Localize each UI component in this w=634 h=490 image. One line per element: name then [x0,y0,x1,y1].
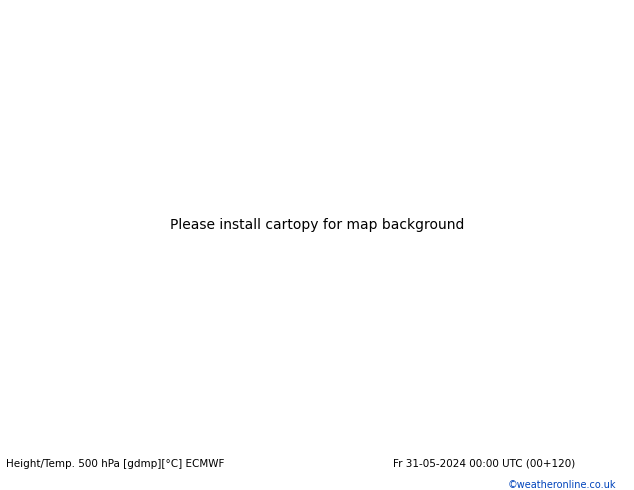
Text: Fr 31-05-2024 00:00 UTC (00+120): Fr 31-05-2024 00:00 UTC (00+120) [393,459,575,469]
Text: Height/Temp. 500 hPa [gdmp][°C] ECMWF: Height/Temp. 500 hPa [gdmp][°C] ECMWF [6,459,224,469]
Text: ©weatheronline.co.uk: ©weatheronline.co.uk [507,480,616,490]
Text: Please install cartopy for map background: Please install cartopy for map backgroun… [170,218,464,232]
